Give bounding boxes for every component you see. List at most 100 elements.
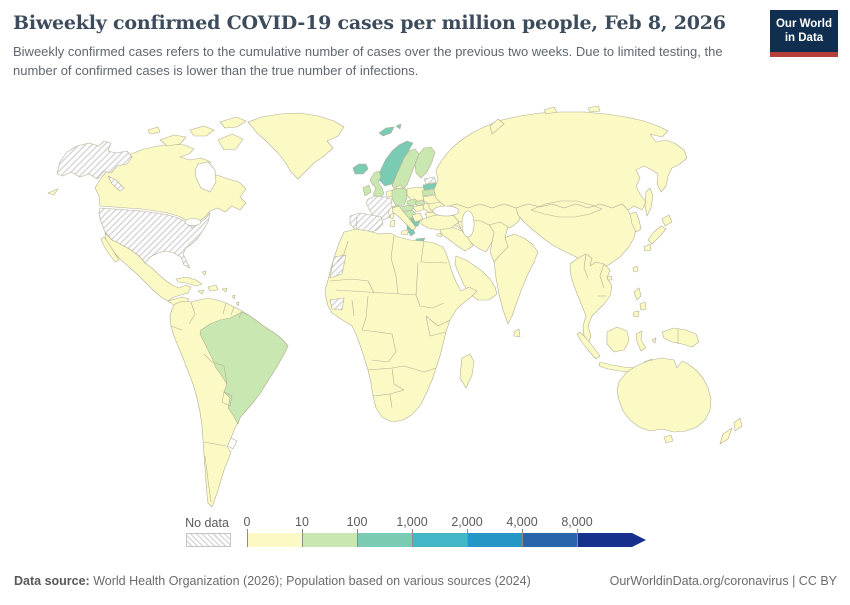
legend-arrow xyxy=(632,533,646,547)
country-canadian-arctic-island[interactable] xyxy=(147,126,161,135)
legend-tick-label: 100 xyxy=(346,515,368,529)
country-mainland-southeast-asia[interactable] xyxy=(569,253,613,345)
country-cyprus[interactable] xyxy=(436,232,443,238)
country-iraq-syria[interactable] xyxy=(439,226,474,252)
border-nigeria-east xyxy=(361,295,369,331)
country-japan-kyushu[interactable] xyxy=(643,243,652,252)
country-western-sahara[interactable] xyxy=(329,254,347,279)
border-venezuela-guyana xyxy=(222,302,227,315)
country-canadian-arctic-island[interactable] xyxy=(159,134,187,147)
country-arctic-island-russia[interactable] xyxy=(543,106,558,115)
country-sri-lanka[interactable] xyxy=(513,328,521,338)
country-brazil[interactable] xyxy=(199,311,289,425)
country-greenland[interactable] xyxy=(247,112,345,180)
country-arabian-peninsula[interactable] xyxy=(454,255,498,301)
country-estonia[interactable] xyxy=(423,176,437,185)
data-source: Data source: World Health Organization (… xyxy=(14,574,531,588)
legend-tick-label: 4,000 xyxy=(506,515,538,529)
hudson-bay xyxy=(194,161,217,193)
country-spain-portugal[interactable] xyxy=(349,212,384,234)
origin-link[interactable]: OurWorldinData.org/coronavirus | CC BY xyxy=(609,574,837,588)
border-guyana-suriname xyxy=(230,306,235,316)
legend-tick-label: 2,000 xyxy=(451,515,483,529)
border-laos-vietnam xyxy=(599,263,605,289)
country-united-kingdom[interactable] xyxy=(369,170,385,198)
country-norway[interactable] xyxy=(377,140,414,187)
country-japan-honshu[interactable] xyxy=(647,225,667,245)
chart-footer: Data source: World Health Organization (… xyxy=(0,566,850,600)
country-aleutian-islands[interactable] xyxy=(47,188,59,196)
country-bahamas[interactable] xyxy=(201,270,207,276)
country-tasmania[interactable] xyxy=(663,434,674,444)
border-paraguay xyxy=(221,391,233,407)
country-sulawesi[interactable] xyxy=(635,330,647,352)
border-kenya xyxy=(425,315,451,327)
country-corsica[interactable] xyxy=(389,212,395,220)
country-sumatra[interactable] xyxy=(576,331,601,360)
legend-bin-5[interactable] xyxy=(522,533,577,547)
border-mali-niger xyxy=(367,280,375,294)
country-japan-hokkaido[interactable] xyxy=(661,214,673,227)
country-canadian-arctic-island[interactable] xyxy=(219,116,247,129)
legend-bin-2[interactable] xyxy=(357,533,412,547)
country-iceland[interactable] xyxy=(352,163,369,175)
border-portugal xyxy=(355,216,358,232)
country-korea[interactable] xyxy=(629,211,642,233)
country-mexico[interactable] xyxy=(104,232,192,302)
country-finland[interactable] xyxy=(414,146,436,179)
country-new-guinea[interactable] xyxy=(661,327,700,348)
border-sahel xyxy=(335,289,417,296)
country-italy[interactable] xyxy=(391,205,417,231)
legend-bin-4[interactable] xyxy=(467,533,522,547)
country-australia[interactable] xyxy=(616,357,712,433)
country-sicily[interactable] xyxy=(400,229,410,236)
country-jamaica[interactable] xyxy=(197,289,205,295)
country-india[interactable] xyxy=(493,233,539,325)
country-lesser-antilles[interactable] xyxy=(231,294,236,300)
country-moluccas[interactable] xyxy=(651,337,657,344)
country-baffin-island[interactable] xyxy=(217,133,244,151)
legend-bin-0[interactable] xyxy=(247,533,302,547)
country-cuba[interactable] xyxy=(175,276,203,287)
legend-no-data-swatch[interactable] xyxy=(186,533,231,547)
country-guinea[interactable] xyxy=(329,297,345,311)
country-taiwan[interactable] xyxy=(632,265,639,273)
country-alaska[interactable] xyxy=(56,140,133,180)
legend-bin-3[interactable] xyxy=(412,533,467,547)
border-peru-bolivia xyxy=(203,353,228,385)
black-sea xyxy=(432,205,460,217)
country-africa[interactable] xyxy=(324,228,478,423)
country-france[interactable] xyxy=(365,195,393,221)
country-novaya-zemlya[interactable] xyxy=(489,118,505,135)
country-arctic-island-russia[interactable] xyxy=(587,105,601,113)
country-new-zealand-north[interactable] xyxy=(733,417,743,432)
country-lesser-antilles[interactable] xyxy=(235,301,240,307)
country-sardinia[interactable] xyxy=(389,219,396,228)
country-ireland[interactable] xyxy=(362,184,372,197)
country-canadian-arctic-island[interactable] xyxy=(189,125,215,137)
country-svalbard[interactable] xyxy=(378,126,395,137)
border-myanmar-thailand xyxy=(583,253,589,279)
legend-bin-6[interactable] xyxy=(577,533,632,547)
legend-bin-1[interactable] xyxy=(302,533,357,547)
country-borneo[interactable] xyxy=(606,326,630,353)
country-madagascar[interactable] xyxy=(459,353,475,389)
country-china[interactable] xyxy=(515,203,637,275)
country-hispaniola[interactable] xyxy=(207,284,219,292)
chart-subtitle: Biweekly confirmed cases refers to the c… xyxy=(13,44,723,78)
caspian-sea xyxy=(461,210,475,238)
country-puerto-rico[interactable] xyxy=(221,287,228,293)
country-germany[interactable] xyxy=(391,187,408,207)
country-new-zealand-south[interactable] xyxy=(719,427,733,445)
country-svalbard-east[interactable] xyxy=(395,123,402,130)
legend-tick xyxy=(412,529,413,547)
country-philippines[interactable] xyxy=(632,310,640,318)
country-philippines[interactable] xyxy=(639,301,647,311)
country-alaska-panhandle[interactable] xyxy=(107,175,125,192)
country-baja-california[interactable] xyxy=(100,236,120,263)
country-philippines[interactable] xyxy=(633,287,642,301)
country-sakhalin[interactable] xyxy=(644,187,654,217)
border-tanzania xyxy=(425,315,447,337)
owid-logo[interactable]: Our World in Data xyxy=(770,10,838,57)
